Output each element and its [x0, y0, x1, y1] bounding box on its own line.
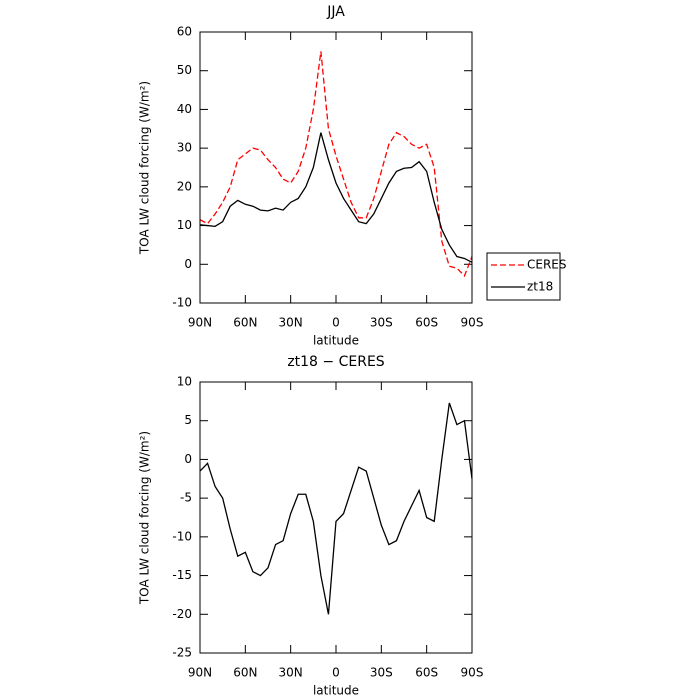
y-tick-label: 50 — [177, 63, 192, 77]
y-tick-label: -25 — [172, 646, 192, 660]
y-tick-label: -20 — [172, 607, 192, 621]
y-tick-label: -5 — [180, 491, 192, 505]
x-tick-label: 90N — [188, 316, 212, 330]
x-tick-label: 30N — [279, 316, 303, 330]
x-axis-label: latitude — [313, 684, 359, 698]
x-tick-label: 30S — [370, 666, 393, 680]
data-line — [199, 132, 473, 263]
x-tick-label: 0 — [332, 666, 340, 680]
y-tick-label: 0 — [184, 257, 192, 271]
y-tick-label: 0 — [184, 452, 192, 466]
x-axis-label: latitude — [313, 334, 359, 348]
y-axis-label: TOA LW cloud forcing (W/m²) — [138, 431, 152, 605]
y-tick-label: 10 — [177, 375, 192, 389]
legend-box — [486, 252, 561, 301]
data-line — [199, 51, 473, 278]
plot-frame — [199, 381, 473, 654]
y-tick-label: -10 — [172, 529, 192, 543]
x-tick-label: 30N — [279, 666, 303, 680]
y-tick-label: 20 — [177, 179, 192, 193]
x-tick-label: 60N — [233, 316, 257, 330]
y-axis-label: TOA LW cloud forcing (W/m²) — [138, 81, 152, 255]
y-tick-label: 30 — [177, 141, 192, 155]
legend-label: CERES — [527, 258, 567, 272]
y-tick-label: -10 — [172, 296, 192, 310]
x-tick-label: 90S — [461, 666, 484, 680]
data-line — [199, 402, 473, 615]
y-tick-label: 5 — [184, 413, 192, 427]
legend-label: zt18 — [527, 280, 553, 294]
x-tick-label: 60N — [233, 666, 257, 680]
chart-title: zt18 − CERES — [287, 354, 384, 370]
x-tick-label: 60S — [415, 666, 438, 680]
chart-title: JJA — [326, 4, 345, 20]
x-tick-label: 30S — [370, 316, 393, 330]
plot-frame — [199, 31, 473, 304]
x-tick-label: 60S — [415, 316, 438, 330]
y-tick-label: 10 — [177, 218, 192, 232]
x-tick-label: 0 — [332, 316, 340, 330]
y-tick-label: 40 — [177, 102, 192, 116]
x-tick-label: 90N — [188, 666, 212, 680]
y-tick-label: 60 — [177, 25, 192, 39]
x-tick-label: 90S — [461, 316, 484, 330]
y-tick-label: -15 — [172, 568, 192, 582]
